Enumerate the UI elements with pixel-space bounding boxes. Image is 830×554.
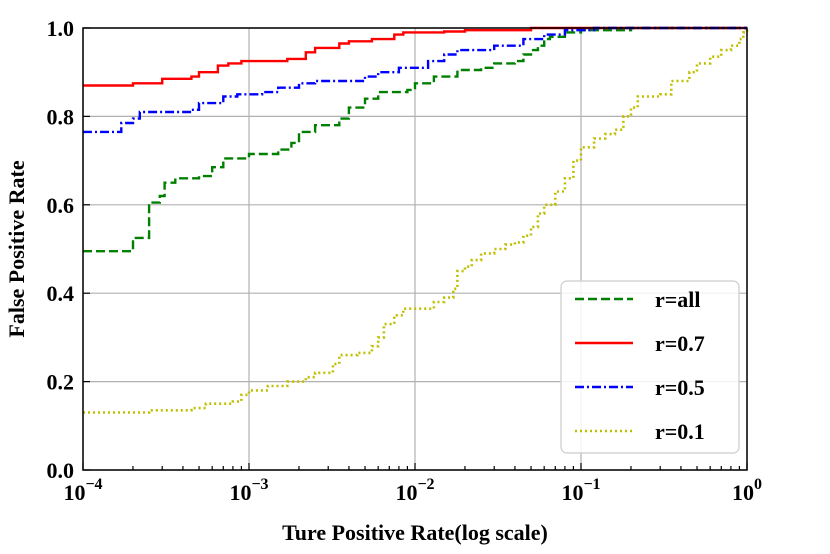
legend: r=all r=0.7 r=0.5 r=0.1	[560, 280, 740, 454]
x-tick-exponent: −3	[251, 476, 268, 493]
legend-label: r=0.1	[655, 419, 705, 444]
y-tick-label: 0.8	[47, 104, 75, 129]
legend-label: r=0.7	[655, 331, 705, 356]
y-tick-label: 1.0	[47, 16, 75, 41]
legend-label: r=all	[655, 287, 701, 312]
legend-label: r=0.5	[655, 375, 705, 400]
x-tick-base: 10	[561, 480, 583, 505]
y-axis-label: False Positive Rate	[4, 160, 29, 337]
series-line-r-0-1	[83, 28, 749, 414]
x-tick-label: 10−3	[229, 476, 268, 505]
y-tick-label: 0.2	[47, 370, 75, 395]
legend-frame	[560, 280, 740, 454]
series-line-r-all	[83, 26, 747, 253]
y-tick-label: 0.4	[47, 281, 75, 306]
x-tick-exponent: −2	[417, 476, 434, 493]
x-tick-label: 10−1	[561, 476, 600, 505]
x-tick-exponent: 0	[754, 476, 762, 493]
series-line-r-0-7	[83, 26, 747, 87]
y-tick-label: 0.6	[47, 193, 75, 218]
x-tick-label: 10−2	[395, 476, 434, 505]
x-tick-base: 10	[732, 480, 754, 505]
x-tick-exponent: −1	[583, 476, 600, 493]
x-tick-base: 10	[229, 480, 251, 505]
x-tick-label: 100	[732, 476, 762, 505]
series-layer	[83, 26, 749, 414]
y-tick-label: 0.0	[47, 458, 75, 483]
x-tick-base: 10	[63, 480, 85, 505]
series-line-r-0-5	[83, 26, 747, 134]
x-axis-label: Ture Positive Rate(log scale)	[282, 520, 548, 545]
x-tick-label: 10−4	[63, 476, 102, 505]
x-tick-exponent: −4	[85, 476, 102, 493]
x-tick-base: 10	[395, 480, 417, 505]
